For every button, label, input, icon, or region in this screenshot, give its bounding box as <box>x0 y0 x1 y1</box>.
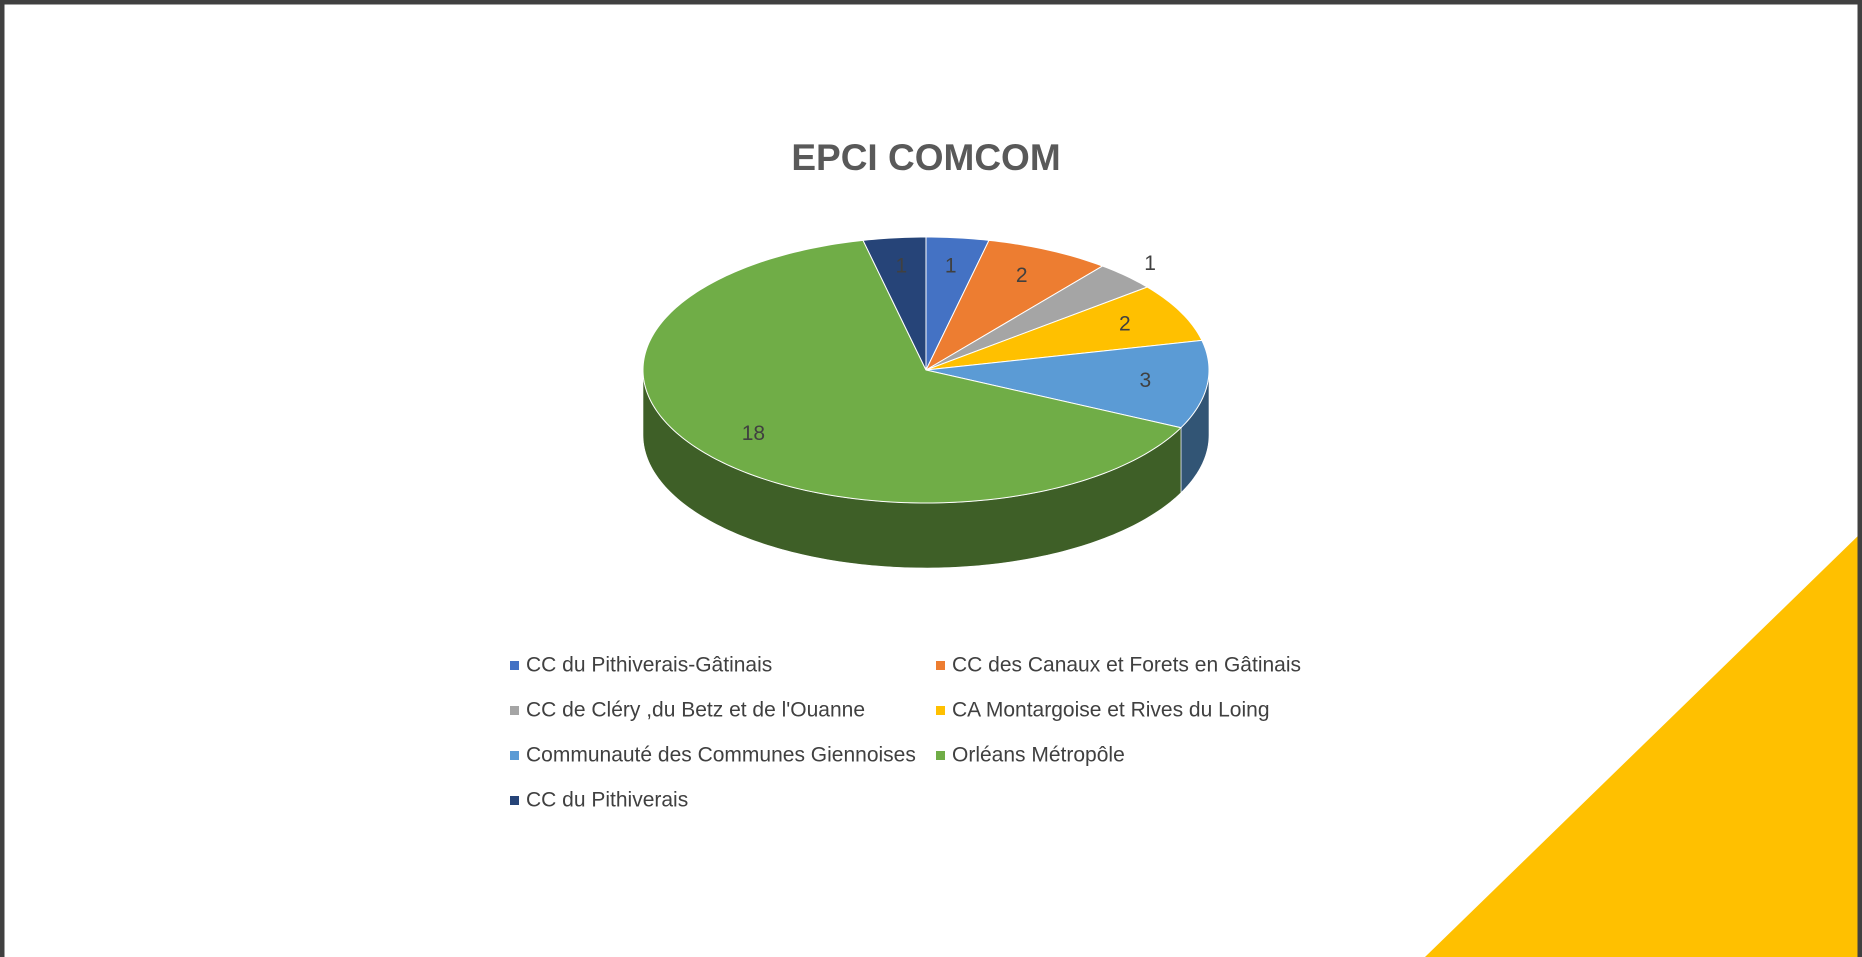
legend-marker <box>936 661 945 670</box>
data-label: 18 <box>742 422 765 445</box>
legend-marker <box>510 751 519 760</box>
slice <box>924 239 1104 372</box>
legend-label: CC du Pithiverais <box>526 789 688 812</box>
legend-label: CC de Cléry ,du Betz et de l'Ouanne <box>526 699 865 722</box>
data-label: 1 <box>895 254 907 277</box>
legend-label: Communauté des Communes Giennoises <box>526 744 916 767</box>
data-label: 2 <box>1016 264 1028 287</box>
legend-marker <box>510 661 519 670</box>
legend-marker <box>510 706 519 715</box>
legend-label: CC des Canaux et Forets en Gâtinais <box>952 654 1301 677</box>
corner-triangle <box>1425 532 1862 957</box>
slice <box>925 286 1203 371</box>
legend-label: Orléans Métropôle <box>952 744 1125 767</box>
legend-label: CA Montargoise et Rives du Loing <box>952 699 1270 722</box>
legend-marker <box>936 751 945 760</box>
data-label: 1 <box>945 254 957 277</box>
data-label: 2 <box>1119 313 1131 336</box>
slice <box>925 339 1210 429</box>
data-label: 1 <box>1144 252 1156 275</box>
legend-marker <box>510 796 519 805</box>
slice <box>642 239 1182 504</box>
slice <box>862 236 927 371</box>
chart-title: EPCI COMCOM <box>791 137 1060 178</box>
slice <box>925 265 1149 371</box>
data-label: 3 <box>1140 369 1152 392</box>
legend-label: CC du Pithiverais-Gâtinais <box>526 654 772 677</box>
legend-marker <box>936 706 945 715</box>
